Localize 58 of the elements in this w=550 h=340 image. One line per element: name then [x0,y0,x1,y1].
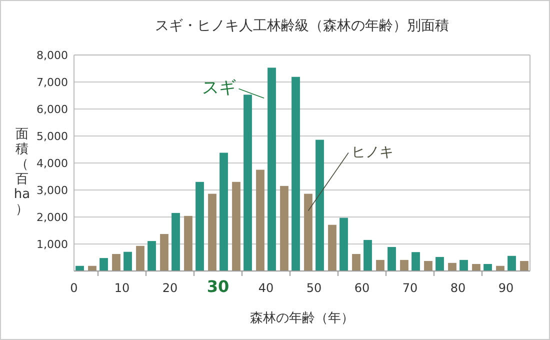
bar [508,256,516,271]
x-tick-label: 70 [402,281,418,295]
y-tick-label: 8,000 [36,49,68,62]
bar [472,264,480,271]
bar [436,256,444,271]
bar [520,261,528,271]
bar [304,194,312,271]
y-tick-label: 3,000 [36,184,68,197]
bar [112,254,120,271]
bar [184,216,192,271]
bar [364,240,372,271]
bar [412,252,420,271]
bar [424,261,432,271]
x-tick-label: 80 [450,281,466,295]
y-tick-label: 7,000 [36,76,68,89]
bar [172,212,180,271]
bar [220,152,228,271]
bar [328,224,336,271]
x-tick-label: 30 [206,277,230,296]
bar [256,170,264,271]
text: ヒノキ [351,144,394,161]
y-tick-label: 4,000 [36,157,68,170]
chart-title: スギ・ヒノキ人工林齢級（森林の年齢）別面積 [155,18,449,34]
bar [448,262,456,271]
bar [316,140,324,271]
bar [484,264,492,271]
bar [100,258,108,271]
bar [292,76,300,271]
bar [136,246,144,271]
x-tick-label: 40 [258,281,274,295]
x-tick-label: 90 [498,281,514,295]
series-label: スギ [202,78,236,98]
x-tick-label: 10 [114,281,130,295]
bar [340,218,348,271]
y-tick-label: 5,000 [36,130,68,143]
bar [352,254,360,271]
bar [268,68,276,271]
bar [460,260,468,271]
bar [280,186,288,271]
x-tick-label: 20 [162,281,178,295]
bar [244,94,252,271]
y-tick-label: 6,000 [36,103,68,116]
x-tick-label: 60 [354,281,370,295]
y-axis-title: 面積（百ha） [14,127,30,217]
y-tick-label: 2,000 [36,211,68,224]
bar [232,182,240,271]
x-tick-label: 50 [306,281,322,295]
x-tick-label: 0 [70,281,78,295]
y-tick-label: 1,000 [36,238,68,251]
x-axis-title: 森林の年齢（年） [250,311,354,326]
bar [376,260,384,271]
bar [148,241,156,271]
bar [208,194,216,271]
bar [196,182,204,271]
bar [388,246,396,271]
bar [400,260,408,271]
bar [160,234,168,271]
bar [124,252,132,271]
